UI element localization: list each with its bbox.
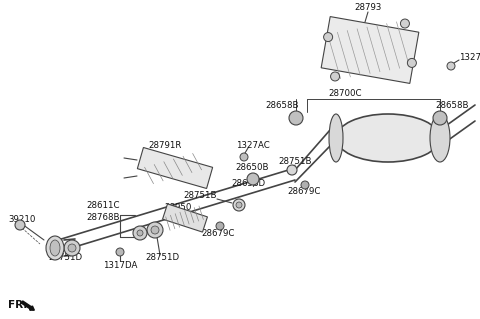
- Text: 28791R: 28791R: [148, 140, 182, 150]
- FancyArrow shape: [21, 301, 35, 310]
- Text: FR.: FR.: [8, 300, 27, 310]
- Ellipse shape: [336, 114, 440, 162]
- Text: 1317DA: 1317DA: [103, 261, 137, 270]
- Bar: [137, 147, 213, 189]
- Circle shape: [236, 202, 242, 208]
- Circle shape: [116, 248, 124, 256]
- Text: 28768B: 28768B: [86, 213, 120, 222]
- Circle shape: [240, 153, 248, 161]
- Text: 28751B: 28751B: [183, 191, 217, 201]
- Circle shape: [233, 199, 245, 211]
- Text: 1327AC: 1327AC: [459, 53, 480, 62]
- Ellipse shape: [46, 236, 64, 260]
- Text: 28679C: 28679C: [288, 188, 321, 197]
- Circle shape: [331, 72, 339, 81]
- Text: 28751D: 28751D: [48, 254, 82, 263]
- Ellipse shape: [430, 114, 450, 162]
- Text: 28751B: 28751B: [278, 158, 312, 167]
- Circle shape: [68, 244, 76, 252]
- Circle shape: [301, 181, 309, 189]
- Circle shape: [289, 111, 303, 125]
- Text: 28658B: 28658B: [265, 100, 299, 109]
- Circle shape: [64, 240, 80, 256]
- Text: 1327AC: 1327AC: [236, 140, 270, 150]
- Circle shape: [400, 19, 409, 28]
- Circle shape: [447, 62, 455, 70]
- Circle shape: [408, 58, 416, 67]
- Text: 28679C: 28679C: [201, 228, 235, 238]
- Text: 28751D: 28751D: [145, 254, 179, 263]
- Circle shape: [247, 173, 259, 185]
- Bar: [163, 204, 207, 232]
- Circle shape: [137, 230, 143, 236]
- Text: 28793: 28793: [354, 4, 382, 12]
- Text: 28611C: 28611C: [86, 202, 120, 211]
- Text: 28950: 28950: [164, 203, 192, 211]
- Ellipse shape: [50, 240, 60, 256]
- Circle shape: [147, 222, 163, 238]
- Circle shape: [324, 33, 333, 41]
- Text: 28700C: 28700C: [328, 90, 362, 99]
- Bar: [321, 17, 419, 84]
- Ellipse shape: [329, 114, 343, 162]
- Circle shape: [216, 222, 224, 230]
- Text: 28658B: 28658B: [435, 100, 469, 109]
- Circle shape: [287, 165, 297, 175]
- Text: 39210: 39210: [8, 216, 36, 225]
- Circle shape: [151, 226, 159, 234]
- Circle shape: [133, 226, 147, 240]
- Circle shape: [15, 220, 25, 230]
- Circle shape: [433, 111, 447, 125]
- Text: 28658D: 28658D: [231, 179, 265, 188]
- Text: 28650B: 28650B: [235, 164, 269, 173]
